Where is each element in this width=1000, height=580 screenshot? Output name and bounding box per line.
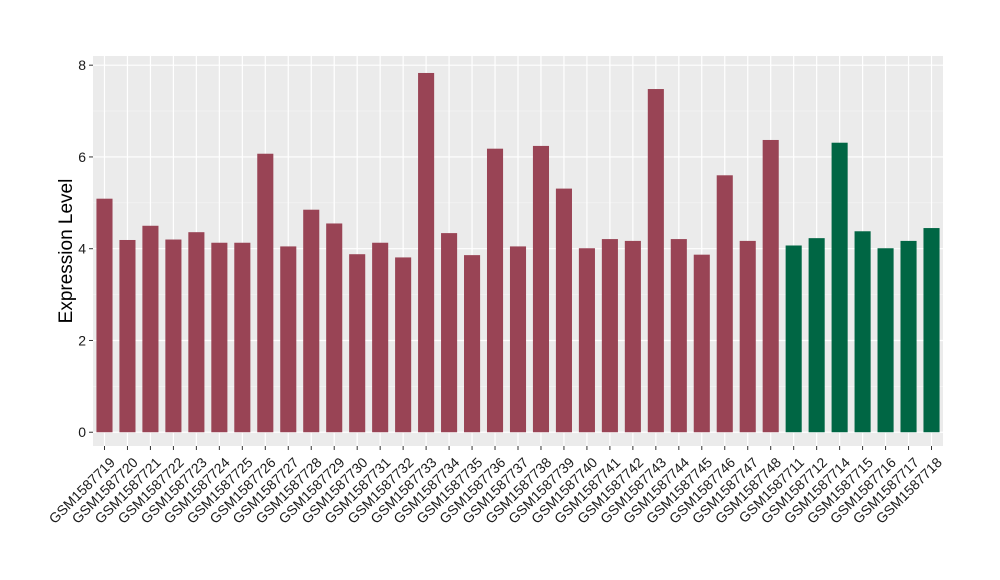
bar <box>486 148 504 433</box>
bar <box>762 139 779 433</box>
bar <box>303 209 320 433</box>
bar <box>188 232 205 433</box>
bar <box>211 242 228 433</box>
bars <box>96 72 940 433</box>
bar <box>877 248 894 433</box>
bar <box>693 254 710 433</box>
bar <box>142 225 159 433</box>
bar <box>670 239 687 433</box>
bar <box>464 255 481 433</box>
bar <box>739 240 756 433</box>
y-tick-label: 6 <box>78 149 86 165</box>
y-tick-label: 2 <box>78 332 86 348</box>
bar <box>257 153 274 433</box>
bar <box>349 254 366 433</box>
bar <box>372 242 389 433</box>
bar <box>624 240 641 433</box>
y-axis-title: Expression Level <box>56 179 77 324</box>
y-tick-label: 0 <box>78 424 86 440</box>
y-axis: 0 2 4 6 8 <box>78 57 93 440</box>
bar <box>395 257 412 433</box>
bar <box>119 239 136 433</box>
bar <box>280 246 297 433</box>
bar <box>96 198 113 433</box>
bar <box>647 89 664 433</box>
bar <box>234 242 251 433</box>
y-tick-label: 4 <box>78 241 86 257</box>
y-tick-label: 8 <box>78 57 86 73</box>
bar <box>555 188 572 433</box>
bar <box>601 239 618 433</box>
bar <box>831 142 848 433</box>
bar <box>716 175 733 433</box>
bar <box>900 240 917 433</box>
bar <box>326 223 343 433</box>
bar <box>808 238 825 433</box>
bar <box>532 145 550 433</box>
bar <box>854 231 871 433</box>
bar <box>418 72 435 433</box>
bar <box>509 246 527 433</box>
bar <box>923 228 940 433</box>
bar <box>578 248 595 433</box>
bar <box>441 233 458 433</box>
bar <box>165 239 182 433</box>
x-axis: GSM1587719GSM1587720GSM1587721GSM1587722… <box>46 446 945 527</box>
bar <box>785 245 802 433</box>
